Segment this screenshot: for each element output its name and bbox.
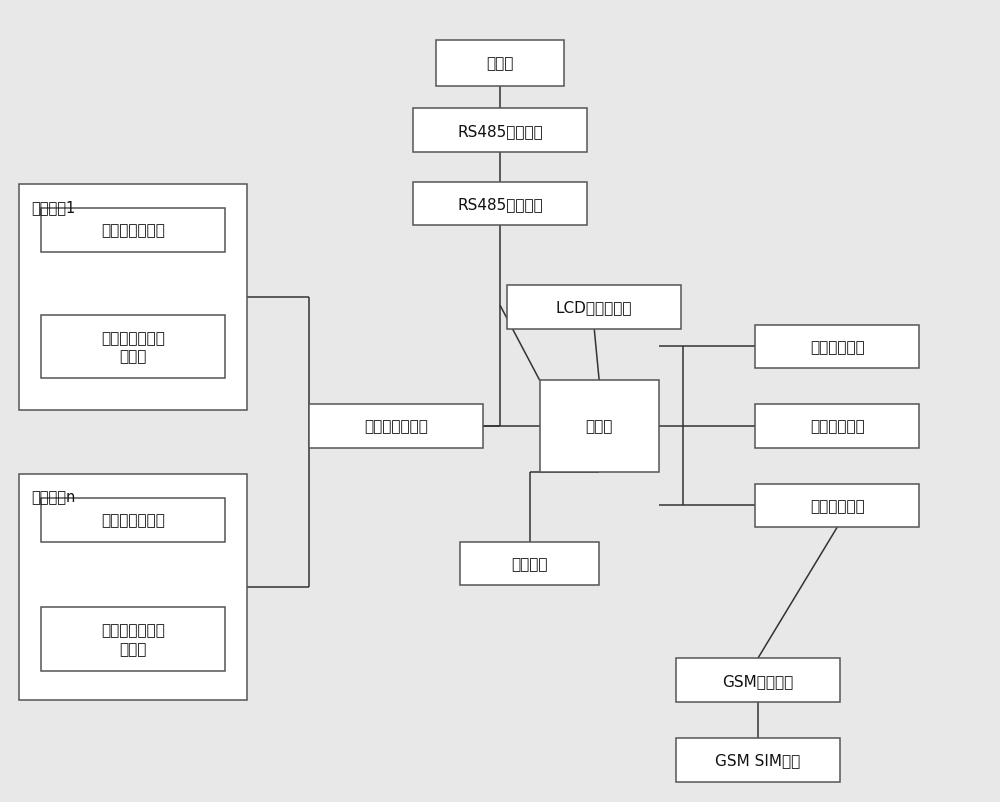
- Text: 环境温度传感器: 环境温度传感器: [101, 223, 165, 238]
- FancyBboxPatch shape: [309, 404, 483, 448]
- Text: 采集节点1: 采集节点1: [31, 200, 75, 214]
- FancyBboxPatch shape: [755, 325, 919, 369]
- FancyBboxPatch shape: [41, 315, 225, 379]
- Text: 电源模块: 电源模块: [512, 557, 548, 571]
- Text: RS485通讯接口: RS485通讯接口: [457, 124, 543, 139]
- Text: 上位机: 上位机: [486, 56, 514, 71]
- Text: 传感器接口电路: 传感器接口电路: [364, 419, 428, 434]
- FancyBboxPatch shape: [436, 41, 564, 87]
- FancyBboxPatch shape: [755, 404, 919, 448]
- Text: 土壤温度含水量
传感器: 土壤温度含水量 传感器: [101, 330, 165, 364]
- FancyBboxPatch shape: [41, 498, 225, 542]
- Text: GSM SIM卡槽: GSM SIM卡槽: [715, 752, 800, 768]
- Text: 标准键盘面板: 标准键盘面板: [810, 339, 865, 354]
- FancyBboxPatch shape: [507, 286, 681, 329]
- Text: GSM通讯模块: GSM通讯模块: [722, 673, 793, 688]
- FancyBboxPatch shape: [460, 542, 599, 585]
- Text: RS485通讯模块: RS485通讯模块: [457, 196, 543, 212]
- FancyBboxPatch shape: [41, 209, 225, 252]
- FancyBboxPatch shape: [413, 182, 587, 226]
- FancyBboxPatch shape: [413, 109, 587, 153]
- FancyBboxPatch shape: [676, 738, 840, 782]
- FancyBboxPatch shape: [19, 475, 247, 701]
- FancyBboxPatch shape: [676, 658, 840, 703]
- FancyBboxPatch shape: [41, 607, 225, 670]
- Text: 土壤温度含水量
传感器: 土壤温度含水量 传感器: [101, 622, 165, 656]
- Text: 超湿温蜂鸣器: 超湿温蜂鸣器: [810, 419, 865, 434]
- Text: 数据存储模块: 数据存储模块: [810, 498, 865, 513]
- Text: LCD液晶显示屏: LCD液晶显示屏: [556, 300, 632, 315]
- Text: 采集节点n: 采集节点n: [31, 489, 75, 504]
- FancyBboxPatch shape: [755, 484, 919, 528]
- FancyBboxPatch shape: [540, 381, 659, 472]
- FancyBboxPatch shape: [19, 184, 247, 411]
- Text: 环境温度传感器: 环境温度传感器: [101, 512, 165, 528]
- Text: 单片机: 单片机: [585, 419, 613, 434]
